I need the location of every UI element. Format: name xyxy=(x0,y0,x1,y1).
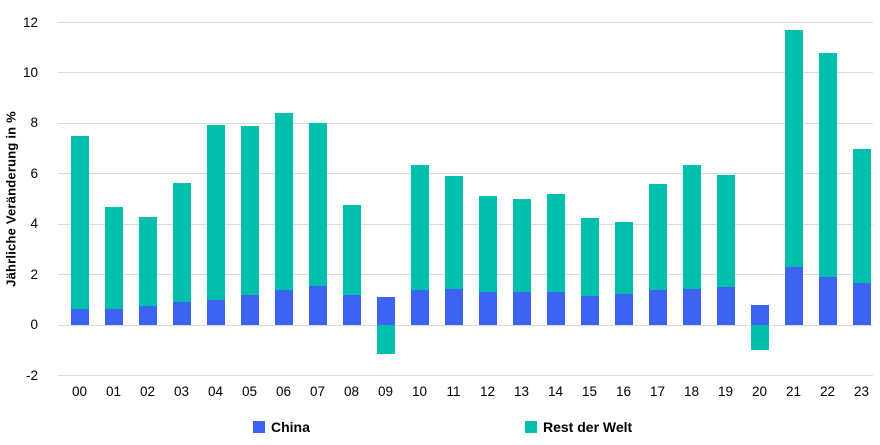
bar-segment xyxy=(818,277,837,326)
x-tick-label: 18 xyxy=(683,384,700,399)
x-tick-label: 05 xyxy=(241,384,258,399)
bar-segment xyxy=(750,304,769,326)
x-tick-label: 06 xyxy=(275,384,292,399)
bar-segment xyxy=(240,294,259,326)
bar-segment xyxy=(818,52,837,278)
bar-segment xyxy=(376,297,395,326)
bar-segment xyxy=(70,135,89,309)
bar-segment xyxy=(342,205,361,295)
y-tick-label: 8 xyxy=(30,115,38,131)
x-tick-label: 22 xyxy=(819,384,836,399)
bar-segment xyxy=(376,325,395,355)
x-tick-label: 09 xyxy=(377,384,394,399)
bar-segment xyxy=(580,296,599,326)
bar-segment xyxy=(648,289,667,326)
bar-segment xyxy=(444,288,463,326)
gridline xyxy=(58,274,873,276)
y-tick-label: 10 xyxy=(22,64,38,80)
bar-segment xyxy=(308,123,327,286)
x-tick-label: 03 xyxy=(173,384,190,399)
x-tick-label: 08 xyxy=(343,384,360,399)
bar-segment xyxy=(274,113,293,290)
bar-segment xyxy=(682,164,701,289)
x-tick-label: 15 xyxy=(581,384,598,399)
bar-segment xyxy=(104,308,123,326)
bar-segment xyxy=(614,293,633,326)
bar-segment xyxy=(682,288,701,326)
x-tick-label: 21 xyxy=(785,384,802,399)
bar-segment xyxy=(478,196,497,293)
bar-segment xyxy=(580,217,599,297)
bar-segment xyxy=(308,285,327,326)
bar-segment xyxy=(478,292,497,326)
x-tick-label: 07 xyxy=(309,384,326,399)
bar-segment xyxy=(342,294,361,326)
bar-segment xyxy=(206,124,225,300)
x-tick-label: 23 xyxy=(853,384,870,399)
bar-segment xyxy=(716,287,735,326)
y-tick-label: 4 xyxy=(30,216,38,232)
x-tick-label: 12 xyxy=(479,384,496,399)
bar-segment xyxy=(750,325,769,351)
x-tick-label: 04 xyxy=(207,384,224,399)
gridline xyxy=(58,122,873,124)
legend-label-china: China xyxy=(271,419,310,435)
x-tick-label: 14 xyxy=(547,384,564,399)
gridline xyxy=(58,22,873,23)
y-tick-label: 6 xyxy=(30,165,38,181)
bar-segment xyxy=(410,164,429,290)
y-tick-label: -2 xyxy=(25,367,38,383)
y-tick-label: 2 xyxy=(30,266,38,282)
bar-segment xyxy=(784,30,803,268)
x-tick-label: 20 xyxy=(751,384,768,399)
gridline xyxy=(58,223,873,225)
bar-segment xyxy=(444,176,463,289)
gridline xyxy=(58,375,873,376)
bar-segment xyxy=(172,182,191,303)
y-tick-label: 12 xyxy=(22,14,38,30)
bar-segment xyxy=(138,306,157,326)
bar-segment xyxy=(716,175,735,288)
bar-segment xyxy=(546,193,565,293)
legend-item-rest-der-welt: Rest der Welt xyxy=(525,419,632,435)
china-color-swatch xyxy=(253,421,265,433)
rest-der-welt-color-swatch xyxy=(525,421,537,433)
bar-segment xyxy=(138,216,157,307)
legend: China Rest der Welt xyxy=(0,417,880,441)
bar-segment xyxy=(852,148,871,284)
bar-segment xyxy=(648,183,667,290)
bar-segment xyxy=(784,267,803,326)
gridline xyxy=(58,173,873,175)
bar-segment xyxy=(104,206,123,309)
bar-segment xyxy=(614,221,633,294)
bar-segment xyxy=(512,292,531,326)
gridline xyxy=(58,72,873,74)
x-tick-label: 17 xyxy=(649,384,666,399)
legend-label-rest-der-welt: Rest der Welt xyxy=(543,419,633,435)
legend-item-china: China xyxy=(253,419,310,435)
bar-segment xyxy=(410,289,429,326)
gridline xyxy=(58,324,873,326)
bar-segment xyxy=(546,292,565,326)
x-tick-label: 00 xyxy=(71,384,88,399)
bar-segment xyxy=(512,199,531,293)
bar-segment xyxy=(206,299,225,326)
x-tick-label: 01 xyxy=(105,384,122,399)
x-tick-label: 10 xyxy=(411,384,428,399)
bar-segment xyxy=(274,289,293,326)
bar-segment xyxy=(70,308,89,326)
bar-segment xyxy=(172,302,191,326)
bar-segment xyxy=(852,283,871,326)
y-tick-label: 0 xyxy=(30,317,38,333)
y-axis-title: Jährliche Veränderung in % xyxy=(3,111,19,287)
x-tick-label: 16 xyxy=(615,384,632,399)
x-tick-label: 02 xyxy=(139,384,156,399)
x-tick-label: 13 xyxy=(513,384,530,399)
x-tick-label: 11 xyxy=(446,384,461,399)
x-tick-label: 19 xyxy=(717,384,734,399)
bar-segment xyxy=(240,125,259,295)
